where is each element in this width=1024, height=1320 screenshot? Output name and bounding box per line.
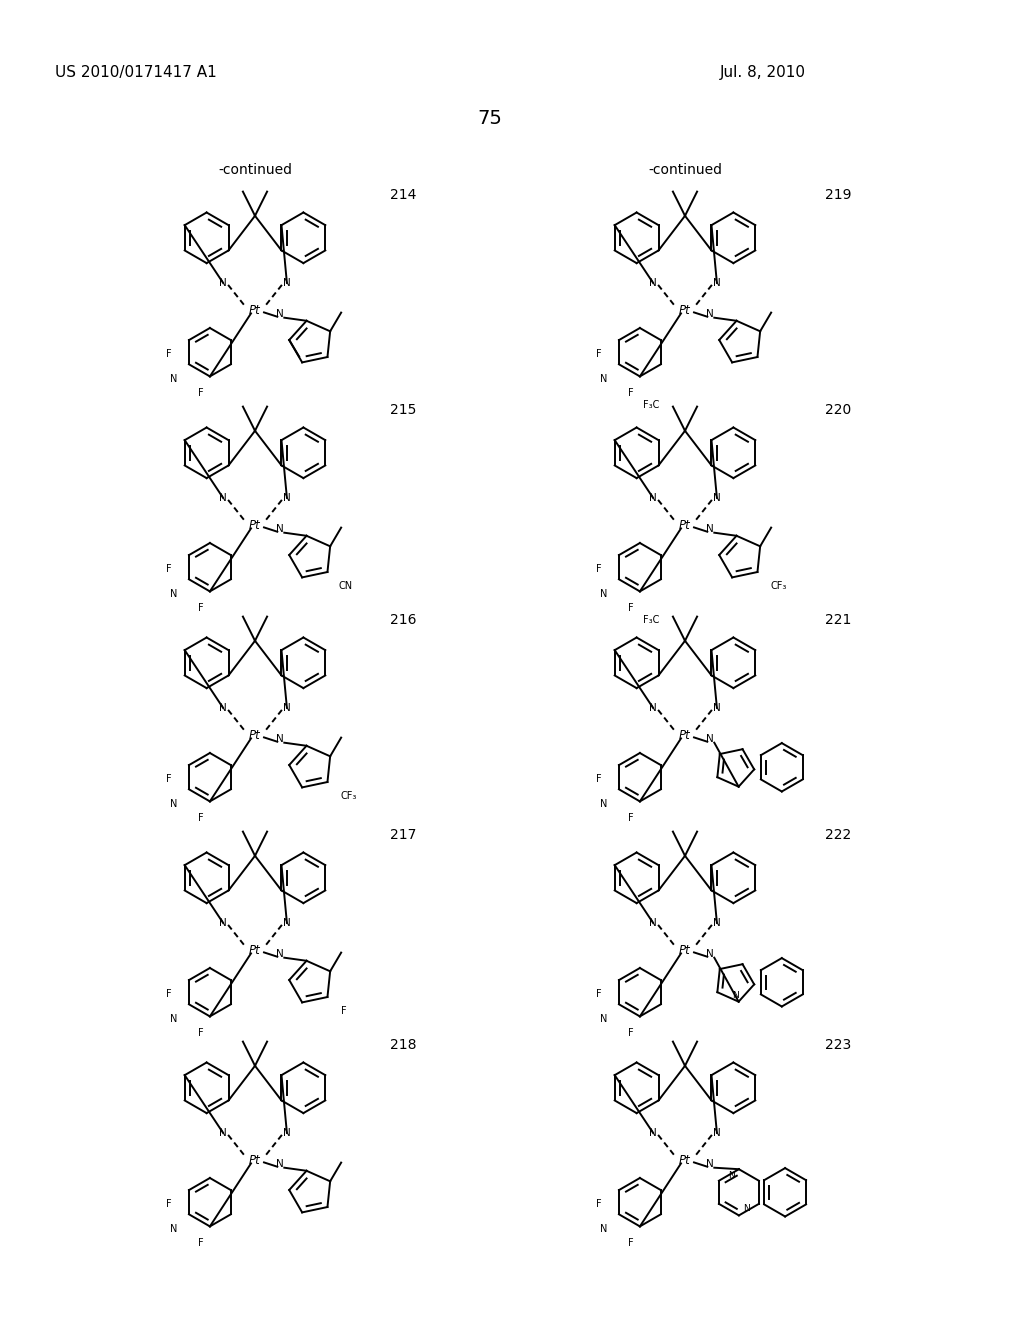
Text: F: F <box>199 388 204 397</box>
Text: N: N <box>600 589 607 598</box>
Text: N: N <box>600 1224 607 1234</box>
Text: N: N <box>713 702 721 713</box>
Text: N: N <box>707 734 714 743</box>
Text: F₃C: F₃C <box>643 400 659 411</box>
Text: F: F <box>166 990 172 999</box>
Text: Pt: Pt <box>679 944 691 957</box>
Text: N: N <box>707 309 714 318</box>
Text: N: N <box>649 1127 657 1138</box>
Text: Jul. 8, 2010: Jul. 8, 2010 <box>720 66 806 81</box>
Text: F: F <box>166 565 172 574</box>
Text: N: N <box>713 492 721 503</box>
Text: N: N <box>283 492 291 503</box>
Text: N: N <box>170 799 177 809</box>
Text: CF₃: CF₃ <box>340 791 356 801</box>
Text: Pt: Pt <box>679 304 691 317</box>
Text: F: F <box>596 1200 602 1209</box>
Text: N: N <box>713 1127 721 1138</box>
Text: N: N <box>276 524 285 533</box>
Text: CN: CN <box>338 581 352 591</box>
Text: US 2010/0171417 A1: US 2010/0171417 A1 <box>55 66 217 81</box>
Text: F: F <box>199 1028 204 1038</box>
Text: 220: 220 <box>825 403 851 417</box>
Text: N: N <box>600 799 607 809</box>
Text: N: N <box>707 524 714 533</box>
Text: N: N <box>276 309 285 318</box>
Text: N: N <box>600 1014 607 1023</box>
Text: N: N <box>219 279 227 288</box>
Text: N: N <box>732 991 739 1001</box>
Text: F: F <box>199 1238 204 1247</box>
Text: N: N <box>170 1014 177 1023</box>
Text: Pt: Pt <box>249 944 261 957</box>
Text: F: F <box>199 813 204 822</box>
Text: N: N <box>276 734 285 743</box>
Text: Pt: Pt <box>249 1154 261 1167</box>
Text: N: N <box>649 279 657 288</box>
Text: N: N <box>713 279 721 288</box>
Text: N: N <box>713 917 721 928</box>
Text: N: N <box>600 374 607 384</box>
Text: F: F <box>596 565 602 574</box>
Text: Pt: Pt <box>679 1154 691 1167</box>
Text: N: N <box>170 1224 177 1234</box>
Text: F: F <box>596 775 602 784</box>
Text: N: N <box>283 702 291 713</box>
Text: 215: 215 <box>390 403 417 417</box>
Text: F: F <box>596 990 602 999</box>
Text: N: N <box>219 492 227 503</box>
Text: N: N <box>707 1159 714 1168</box>
Text: F: F <box>629 603 634 612</box>
Text: F: F <box>596 350 602 359</box>
Text: CF₃: CF₃ <box>770 581 786 591</box>
Text: F: F <box>341 1006 347 1016</box>
Text: Pt: Pt <box>679 519 691 532</box>
Text: F: F <box>629 813 634 822</box>
Text: N: N <box>170 589 177 598</box>
Text: F: F <box>629 388 634 397</box>
Text: Pt: Pt <box>679 729 691 742</box>
Text: 217: 217 <box>390 828 417 842</box>
Text: F: F <box>166 1200 172 1209</box>
Text: N: N <box>283 917 291 928</box>
Text: -continued: -continued <box>218 162 292 177</box>
Text: N: N <box>283 279 291 288</box>
Text: F: F <box>199 603 204 612</box>
Text: N: N <box>743 1204 750 1213</box>
Text: N: N <box>649 702 657 713</box>
Text: N: N <box>649 917 657 928</box>
Text: 222: 222 <box>825 828 851 842</box>
Text: N: N <box>219 702 227 713</box>
Text: N: N <box>276 949 285 958</box>
Text: N: N <box>219 917 227 928</box>
Text: 219: 219 <box>825 187 852 202</box>
Text: N: N <box>219 1127 227 1138</box>
Text: N: N <box>728 1171 734 1180</box>
Text: F: F <box>166 775 172 784</box>
Text: F: F <box>166 350 172 359</box>
Text: 214: 214 <box>390 187 417 202</box>
Text: Pt: Pt <box>249 304 261 317</box>
Text: N: N <box>276 1159 285 1168</box>
Text: 223: 223 <box>825 1038 851 1052</box>
Text: N: N <box>283 1127 291 1138</box>
Text: N: N <box>170 374 177 384</box>
Text: F₃C: F₃C <box>643 615 659 624</box>
Text: 221: 221 <box>825 612 851 627</box>
Text: -continued: -continued <box>648 162 722 177</box>
Text: Pt: Pt <box>249 729 261 742</box>
Text: 75: 75 <box>477 108 503 128</box>
Text: N: N <box>707 949 714 958</box>
Text: F: F <box>629 1028 634 1038</box>
Text: F: F <box>629 1238 634 1247</box>
Text: 216: 216 <box>390 612 417 627</box>
Text: 218: 218 <box>390 1038 417 1052</box>
Text: N: N <box>649 492 657 503</box>
Text: Pt: Pt <box>249 519 261 532</box>
